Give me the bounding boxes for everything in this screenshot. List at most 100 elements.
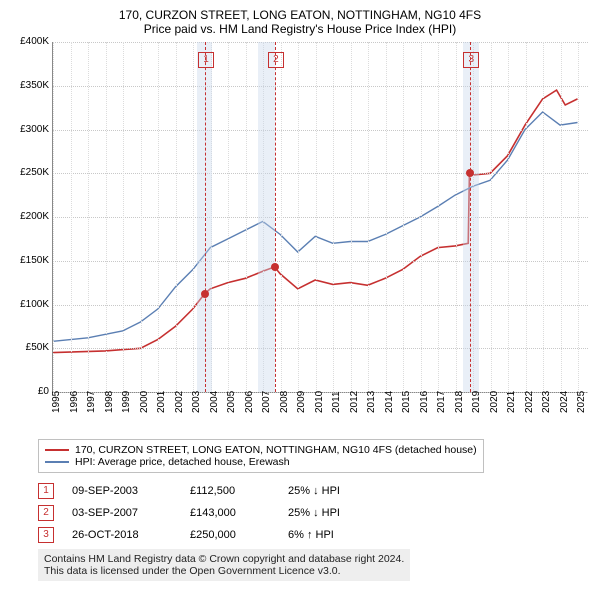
- x-axis-label: 2019: [471, 391, 482, 413]
- gridline-v: [298, 42, 299, 392]
- x-axis-label: 2017: [436, 391, 447, 413]
- sale-marker-line: [275, 42, 276, 392]
- gridline-v: [141, 42, 142, 392]
- y-axis-label: £250K: [5, 167, 49, 178]
- sale-price: £143,000: [190, 507, 270, 519]
- sale-marker-box: 3: [463, 52, 479, 68]
- x-axis-label: 2023: [541, 391, 552, 413]
- x-axis-labels: 1995 1996 1997 1998 1999 2000 2001 2002 2003 2004…: [52, 393, 588, 433]
- gridline-v: [176, 42, 177, 392]
- sale-date: 26-OCT-2018: [72, 529, 172, 541]
- x-axis-label: 2000: [139, 391, 150, 413]
- sale-diff: 25% ↓ HPI: [288, 507, 388, 519]
- gridline-v: [526, 42, 527, 392]
- y-axis-label: £350K: [5, 80, 49, 91]
- sale-marker-dot: [201, 290, 209, 298]
- x-axis-label: 1998: [104, 391, 115, 413]
- x-axis-label: 2025: [576, 391, 587, 413]
- sale-diff: 25% ↓ HPI: [288, 485, 388, 497]
- gridline-v: [421, 42, 422, 392]
- gridline-v: [88, 42, 89, 392]
- x-axis-label: 2002: [174, 391, 185, 413]
- sale-marker-num: 2: [38, 505, 54, 521]
- sale-diff: 6% ↑ HPI: [288, 529, 388, 541]
- x-axis-label: 2007: [261, 391, 272, 413]
- gridline-v: [263, 42, 264, 392]
- legend-label: HPI: Average price, detached house, Erew…: [75, 456, 290, 468]
- sale-marker-box: 1: [198, 52, 214, 68]
- sale-row: 3 26-OCT-2018 £250,000 6% ↑ HPI: [38, 527, 592, 543]
- gridline-v: [386, 42, 387, 392]
- gridline-v: [281, 42, 282, 392]
- x-axis-label: 2024: [559, 391, 570, 413]
- y-axis-label: £50K: [5, 342, 49, 353]
- legend-label: 170, CURZON STREET, LONG EATON, NOTTINGH…: [75, 444, 477, 456]
- sale-marker-line: [205, 42, 206, 392]
- x-axis-label: 1999: [121, 391, 132, 413]
- x-axis-label: 1997: [86, 391, 97, 413]
- gridline-v: [316, 42, 317, 392]
- x-axis-label: 1996: [69, 391, 80, 413]
- x-axis-label: 2004: [209, 391, 220, 413]
- gridline-v: [106, 42, 107, 392]
- sale-price: £250,000: [190, 529, 270, 541]
- x-axis-label: 2018: [454, 391, 465, 413]
- sale-date: 03-SEP-2007: [72, 507, 172, 519]
- x-axis-label: 2016: [419, 391, 430, 413]
- footer-line: This data is licensed under the Open Gov…: [44, 565, 404, 577]
- sale-marker-box: 2: [268, 52, 284, 68]
- gridline-v: [578, 42, 579, 392]
- gridline-v: [491, 42, 492, 392]
- x-axis-label: 2021: [506, 391, 517, 413]
- x-axis-label: 2014: [384, 391, 395, 413]
- legend-swatch: [45, 449, 69, 451]
- chart-title-block: 170, CURZON STREET, LONG EATON, NOTTINGH…: [8, 8, 592, 36]
- sale-marker-num: 1: [38, 483, 54, 499]
- gridline-v: [246, 42, 247, 392]
- x-axis-label: 2013: [366, 391, 377, 413]
- y-axis-label: £400K: [5, 36, 49, 47]
- gridline-v: [508, 42, 509, 392]
- gridline-v: [543, 42, 544, 392]
- sale-row: 1 09-SEP-2003 £112,500 25% ↓ HPI: [38, 483, 592, 499]
- x-axis-label: 2008: [279, 391, 290, 413]
- x-axis-label: 2020: [489, 391, 500, 413]
- x-axis-label: 1995: [51, 391, 62, 413]
- sale-date: 09-SEP-2003: [72, 485, 172, 497]
- legend-item: HPI: Average price, detached house, Erew…: [45, 456, 477, 468]
- y-axis-label: £150K: [5, 255, 49, 266]
- y-axis-label: £200K: [5, 211, 49, 222]
- gridline-v: [333, 42, 334, 392]
- price-chart: £0£50K£100K£150K£200K£250K£300K£350K£400…: [52, 42, 588, 393]
- gridline-v: [368, 42, 369, 392]
- sale-price: £112,500: [190, 485, 270, 497]
- gridline-v: [193, 42, 194, 392]
- gridline-v: [211, 42, 212, 392]
- x-axis-label: 2022: [524, 391, 535, 413]
- x-axis-label: 2015: [401, 391, 412, 413]
- sale-marker-num: 3: [38, 527, 54, 543]
- sales-table: 1 09-SEP-2003 £112,500 25% ↓ HPI 2 03-SE…: [38, 483, 592, 543]
- y-axis-label: £100K: [5, 299, 49, 310]
- x-axis-label: 2012: [349, 391, 360, 413]
- gridline-v: [53, 42, 54, 392]
- gridline-v: [438, 42, 439, 392]
- legend-swatch: [45, 461, 69, 463]
- y-axis-label: £300K: [5, 124, 49, 135]
- x-axis-label: 2005: [226, 391, 237, 413]
- x-axis-label: 2010: [314, 391, 325, 413]
- footer-line: Contains HM Land Registry data © Crown c…: [44, 553, 404, 565]
- title-line-2: Price paid vs. HM Land Registry's House …: [8, 22, 592, 36]
- footer-attribution: Contains HM Land Registry data © Crown c…: [38, 549, 410, 581]
- x-axis-label: 2001: [156, 391, 167, 413]
- gridline-v: [228, 42, 229, 392]
- gridline-v: [158, 42, 159, 392]
- y-axis-label: £0: [5, 386, 49, 397]
- x-axis-label: 2006: [244, 391, 255, 413]
- gridline-v: [351, 42, 352, 392]
- legend-item: 170, CURZON STREET, LONG EATON, NOTTINGH…: [45, 444, 477, 456]
- x-axis-label: 2009: [296, 391, 307, 413]
- gridline-v: [123, 42, 124, 392]
- sale-marker-dot: [271, 263, 279, 271]
- x-axis-label: 2003: [191, 391, 202, 413]
